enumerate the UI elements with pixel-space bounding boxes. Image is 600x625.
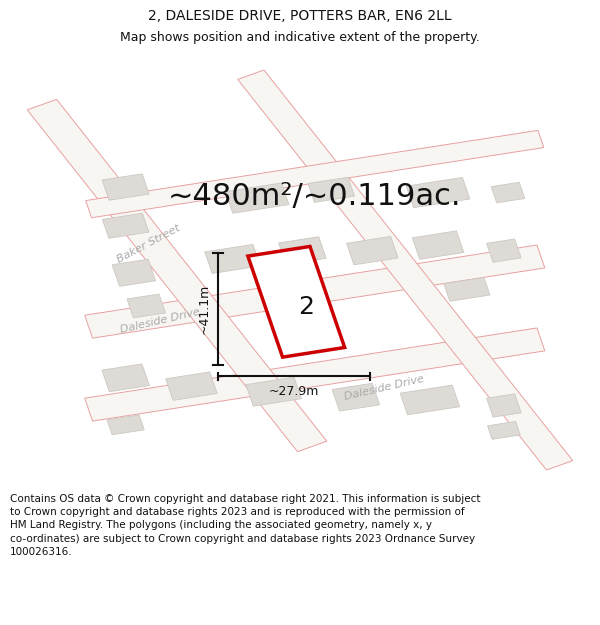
Text: Contains OS data © Crown copyright and database right 2021. This information is : Contains OS data © Crown copyright and d… bbox=[10, 494, 481, 557]
Polygon shape bbox=[278, 237, 326, 264]
Polygon shape bbox=[127, 294, 166, 318]
Polygon shape bbox=[85, 328, 545, 421]
Polygon shape bbox=[85, 245, 545, 338]
Text: Daleside Drive: Daleside Drive bbox=[344, 374, 425, 402]
Polygon shape bbox=[487, 239, 521, 262]
Text: Baker Street: Baker Street bbox=[115, 223, 182, 264]
Polygon shape bbox=[112, 259, 155, 286]
Polygon shape bbox=[347, 236, 398, 265]
Polygon shape bbox=[444, 278, 490, 301]
Polygon shape bbox=[102, 364, 149, 392]
Polygon shape bbox=[226, 183, 289, 213]
Polygon shape bbox=[400, 385, 460, 415]
Polygon shape bbox=[86, 131, 544, 218]
Polygon shape bbox=[238, 70, 573, 470]
Polygon shape bbox=[332, 383, 380, 411]
Text: ~41.1m: ~41.1m bbox=[198, 284, 211, 334]
Polygon shape bbox=[487, 394, 521, 417]
Polygon shape bbox=[406, 177, 470, 208]
Polygon shape bbox=[248, 246, 344, 357]
Polygon shape bbox=[488, 421, 520, 439]
Text: ~27.9m: ~27.9m bbox=[269, 385, 319, 398]
Polygon shape bbox=[107, 415, 144, 435]
Text: 2: 2 bbox=[299, 296, 314, 319]
Text: ~480m²/~0.119ac.: ~480m²/~0.119ac. bbox=[168, 182, 461, 211]
Polygon shape bbox=[412, 231, 464, 259]
Polygon shape bbox=[205, 244, 260, 274]
Text: Map shows position and indicative extent of the property.: Map shows position and indicative extent… bbox=[120, 31, 480, 44]
Polygon shape bbox=[27, 99, 327, 452]
Polygon shape bbox=[246, 377, 301, 406]
Polygon shape bbox=[491, 182, 525, 203]
Polygon shape bbox=[308, 177, 355, 202]
Text: Daleside Drive: Daleside Drive bbox=[119, 307, 202, 335]
Polygon shape bbox=[103, 213, 149, 238]
Text: 2, DALESIDE DRIVE, POTTERS BAR, EN6 2LL: 2, DALESIDE DRIVE, POTTERS BAR, EN6 2LL bbox=[148, 9, 452, 23]
Polygon shape bbox=[102, 174, 149, 200]
Polygon shape bbox=[166, 372, 217, 401]
